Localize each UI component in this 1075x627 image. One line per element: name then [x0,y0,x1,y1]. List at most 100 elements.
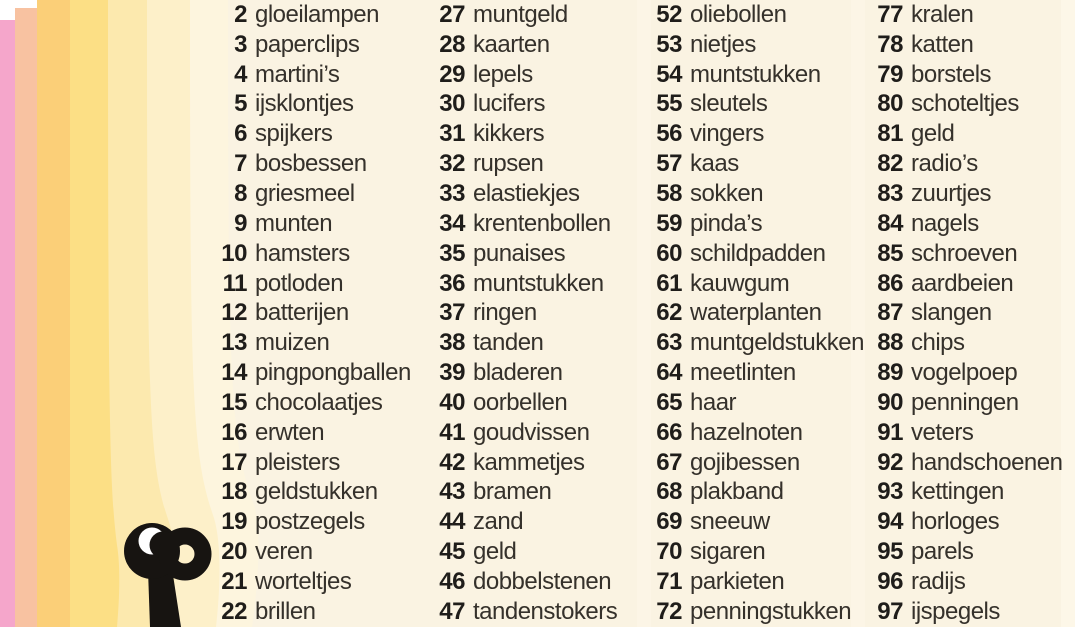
item-label: chips [911,329,965,357]
item-number: 39 [439,359,465,387]
item-label: geld [473,538,517,566]
list-item: 90 penningen [836,388,1062,418]
item-number: 9 [234,209,247,237]
item-label: lucifers [473,90,546,118]
item-label: ijsklontjes [255,90,354,118]
item-number: 61 [656,269,682,297]
item-label: paperclips [255,30,360,58]
lorgnette-icon [124,523,212,627]
list-item: 79 borstels [836,60,1062,90]
list-item: 44 zand [398,507,617,537]
list-item: 62 waterplanten [615,298,864,328]
rainbow-edge-decoration [0,0,259,627]
item-number: 44 [439,508,465,536]
item-label: kralen [911,0,974,28]
item-number: 88 [877,329,903,357]
list-item: 77 kralen [836,0,1062,30]
item-label: plakband [690,478,784,506]
item-number: 18 [221,478,247,506]
item-label: ijspegels [911,597,1000,625]
list-item: 42 kammetjes [398,448,617,478]
item-number: 45 [439,538,465,566]
item-label: ringen [473,299,537,327]
item-label: radijs [911,567,966,595]
item-number: 10 [221,239,247,267]
item-number: 77 [877,0,903,28]
item-number: 42 [439,448,465,476]
item-label: tandenstokers [473,597,618,625]
stripe-pink [0,20,15,627]
item-number: 7 [234,150,247,178]
list-item: 18 geldstukken [180,478,411,508]
word-column-1: 2 gloeilampen 3 paperclips 4 martini’s 5 ijsklo… [180,0,411,627]
item-label: schildpadden [690,239,826,267]
list-item: 85 schroeven [836,239,1062,269]
item-number: 91 [877,418,903,446]
item-label: vogelpoep [911,359,1018,387]
list-item: 57 kaas [615,149,864,179]
item-label: elastiekjes [473,179,580,207]
list-item: 13 muizen [180,328,411,358]
page-texture-band [637,0,651,627]
list-item: 45 geld [398,537,617,567]
item-label: chocolaatjes [255,388,383,416]
item-label: aardbeien [911,269,1014,297]
list-item: 91 veters [836,418,1062,448]
item-label: goudvissen [473,418,590,446]
list-item: 94 horloges [836,507,1062,537]
item-number: 11 [222,269,248,297]
item-number: 27 [439,0,465,28]
list-item: 22 brillen [180,597,411,627]
item-number: 92 [877,448,903,476]
item-number: 14 [221,359,247,387]
item-label: schoteltjes [911,90,1019,118]
item-label: worteltjes [255,567,352,595]
list-item: 87 slangen [836,298,1062,328]
list-item: 81 geld [836,119,1062,149]
item-number: 32 [439,150,465,178]
item-label: nagels [911,209,979,237]
item-label: nietjes [690,30,756,58]
list-item: 63 muntgeldstukken [615,328,864,358]
list-item: 16 erwten [180,418,411,448]
item-number: 79 [877,60,903,88]
item-label: tanden [473,329,544,357]
list-item: 68 plakband [615,478,864,508]
item-number: 36 [439,269,465,297]
item-number: 21 [221,567,247,595]
list-item: 89 vogelpoep [836,358,1062,388]
item-number: 3 [234,30,247,58]
item-label: postzegels [255,508,365,536]
list-item: 19 postzegels [180,507,411,537]
item-number: 59 [656,209,682,237]
list-item: 8 griesmeel [180,179,411,209]
list-item: 40 oorbellen [398,388,617,418]
item-label: pinda’s [690,209,763,237]
item-label: geld [911,120,955,148]
list-item: 88 chips [836,328,1062,358]
item-label: kikkers [473,120,545,148]
list-item: 9 munten [180,209,411,239]
item-number: 71 [656,567,682,595]
item-number: 40 [439,388,465,416]
list-item: 59 pinda’s [615,209,864,239]
item-label: lepels [473,60,533,88]
item-number: 82 [877,150,903,178]
list-item: 53 nietjes [615,30,864,60]
item-number: 86 [877,269,903,297]
item-label: gloeilampen [255,0,379,28]
list-item: 34 krentenbollen [398,209,617,239]
item-label: punaises [473,239,566,267]
list-item: 97 ijspegels [836,597,1062,627]
item-label: erwten [255,418,325,446]
item-number: 6 [234,120,247,148]
list-item: 56 vingers [615,119,864,149]
item-number: 52 [656,0,682,28]
item-number: 67 [656,448,682,476]
item-number: 29 [439,60,465,88]
list-item: 72 penningstukken [615,597,864,627]
list-item: 10 hamsters [180,239,411,269]
item-label: gojibessen [690,448,800,476]
item-number: 80 [877,90,903,118]
item-number: 46 [439,567,465,595]
